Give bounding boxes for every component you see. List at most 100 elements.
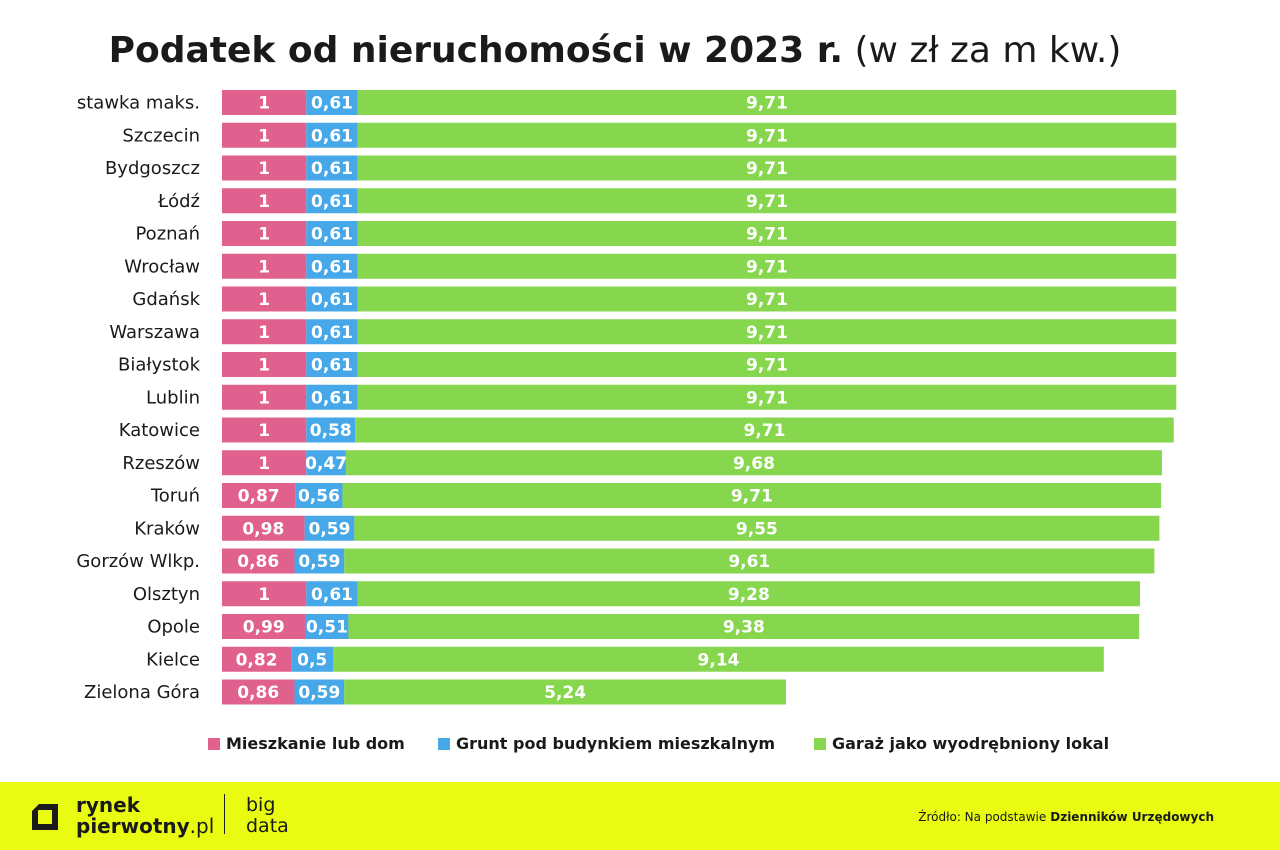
category-label: Zielona Góra [84, 682, 200, 703]
bar-segment-garaz [357, 352, 1177, 377]
source-prefix: Źródło: Na podstawie [918, 810, 1047, 824]
bar-value-label: 0,87 [238, 487, 280, 507]
category-label: Wrocław [124, 256, 200, 277]
bar-value-label: 9,71 [743, 421, 785, 441]
bar-value-label: 0,61 [311, 192, 353, 212]
bar-segment-grunt [306, 384, 358, 410]
bar-value-label: 0,61 [311, 126, 353, 146]
bar-value-label: 9,71 [746, 192, 788, 212]
bigdata-line1: big [246, 794, 276, 816]
bar-segment-garaz [345, 450, 1162, 476]
category-label: stawka maks. [77, 93, 200, 114]
bar-segment-grunt [294, 548, 345, 574]
bar-segment-grunt [306, 417, 356, 443]
bar-value-label: 9,71 [731, 487, 773, 507]
bar-segment-garaz [355, 417, 1174, 443]
bar-segment-grunt [306, 319, 358, 345]
bar-value-label: 0,59 [298, 552, 340, 572]
bar-segment-garaz [357, 286, 1177, 312]
bar-segment-garaz [348, 614, 1140, 639]
legend-label-grunt: Grunt pod budynkiem mieszkalnym [456, 734, 776, 753]
bar-value-label: 9,71 [746, 257, 788, 277]
bar-segment-grunt [305, 614, 349, 639]
bar-segment-mieszkanie [222, 90, 307, 115]
bar-segment-garaz [357, 384, 1177, 410]
bar-segment-mieszkanie [222, 417, 307, 443]
legend-swatch-garaz [814, 737, 826, 750]
bar-value-label: 0,99 [243, 618, 285, 638]
bar-segment-mieszkanie [222, 515, 305, 541]
bar-segment-garaz [344, 548, 1155, 574]
bar-segment-mieszkanie [222, 450, 307, 476]
bar-value-label: 0,5 [297, 650, 327, 670]
category-label: Kielce [146, 649, 200, 670]
bar-value-label: 9,55 [736, 519, 778, 539]
category-label: Toruń [150, 486, 200, 507]
bar-segment-grunt [306, 253, 358, 279]
bar-value-label: 0,47 [305, 454, 347, 474]
bar-value-label: 0,61 [311, 225, 353, 245]
brand-logo: rynek pierwotny.pl [76, 795, 214, 837]
bar-value-label: 9,68 [733, 454, 775, 474]
bar-value-label: 0,61 [311, 290, 353, 310]
bar-segment-mieszkanie [222, 221, 307, 246]
legend-item-grunt: Grunt pod budynkiem mieszkalnym [438, 734, 775, 753]
bar-value-label: 1 [258, 454, 270, 474]
bar-segment-garaz [354, 515, 1160, 541]
legend-item-mieszkanie: Mieszkanie lub dom [208, 734, 405, 753]
chart-title: Podatek od nieruchomości w 2023 r. (w zł… [0, 30, 1230, 71]
category-label: Poznań [135, 224, 200, 245]
category-label: Katowice [119, 420, 200, 441]
bar-value-label: 9,71 [746, 388, 788, 408]
bar-segment-mieszkanie [222, 581, 307, 607]
legend-item-garaz: Garaż jako wyodrębniony lokal [814, 734, 1109, 753]
category-label: Szczecin [122, 125, 200, 146]
bar-segment-grunt [306, 581, 358, 607]
bar-value-label: 1 [258, 388, 270, 408]
bar-value-label: 1 [258, 257, 270, 277]
bar-segment-garaz [357, 122, 1177, 148]
chart-title-main: Podatek od nieruchomości w 2023 r. [108, 30, 844, 71]
bar-value-label: 1 [258, 585, 270, 605]
bar-segment-garaz [333, 646, 1104, 672]
brand-line2-bold: pierwotny [76, 814, 190, 838]
bar-value-label: 1 [258, 225, 270, 245]
bar-segment-mieszkanie [222, 548, 295, 574]
category-label: Bydgoszcz [105, 158, 200, 179]
bar-value-label: 5,24 [544, 683, 586, 703]
bar-segment-garaz [357, 188, 1177, 214]
chart-legend: Mieszkanie lub dom Grunt pod budynkiem m… [0, 734, 1280, 758]
category-label: Lublin [146, 387, 200, 408]
bar-segment-grunt [291, 646, 334, 672]
bar-segment-mieszkanie [222, 384, 307, 410]
bar-value-label: 1 [258, 421, 270, 441]
bar-segment-garaz [357, 221, 1177, 246]
legend-label-mieszkanie: Mieszkanie lub dom [226, 734, 405, 753]
bar-value-label: 1 [258, 94, 270, 114]
bar-segment-grunt [294, 679, 345, 705]
brand-line1: rynek [76, 793, 141, 817]
bar-value-label: 1 [258, 323, 270, 343]
bar-segment-mieszkanie [222, 188, 307, 214]
bar-value-label: 0,61 [311, 388, 353, 408]
bar-value-label: 9,71 [746, 323, 788, 343]
bar-value-label: 9,14 [698, 650, 740, 670]
category-label: Łódź [157, 191, 200, 212]
bar-segment-grunt [295, 483, 343, 508]
bar-value-label: 0,61 [311, 323, 353, 343]
bar-value-label: 0,86 [237, 552, 279, 572]
bar-segment-garaz [342, 483, 1162, 508]
stacked-bar-chart: stawka maks. 1 0,61 9,71 Szczecin 1 0,61 9,71 By… [76, 90, 1177, 705]
bar-value-label: 9,71 [746, 94, 788, 114]
bar-segment-mieszkanie [222, 679, 295, 705]
bar-value-label: 1 [258, 126, 270, 146]
bar-segment-garaz [357, 319, 1177, 345]
bar-segment-grunt [306, 286, 358, 312]
bar-segment-grunt [306, 122, 358, 148]
bar-value-label: 9,71 [746, 126, 788, 146]
bar-value-label: 9,71 [746, 290, 788, 310]
brand-line2-light: .pl [189, 814, 215, 838]
bar-value-label: 0,61 [311, 94, 353, 114]
category-label: Białystok [118, 355, 201, 376]
category-label: Kraków [134, 518, 200, 539]
